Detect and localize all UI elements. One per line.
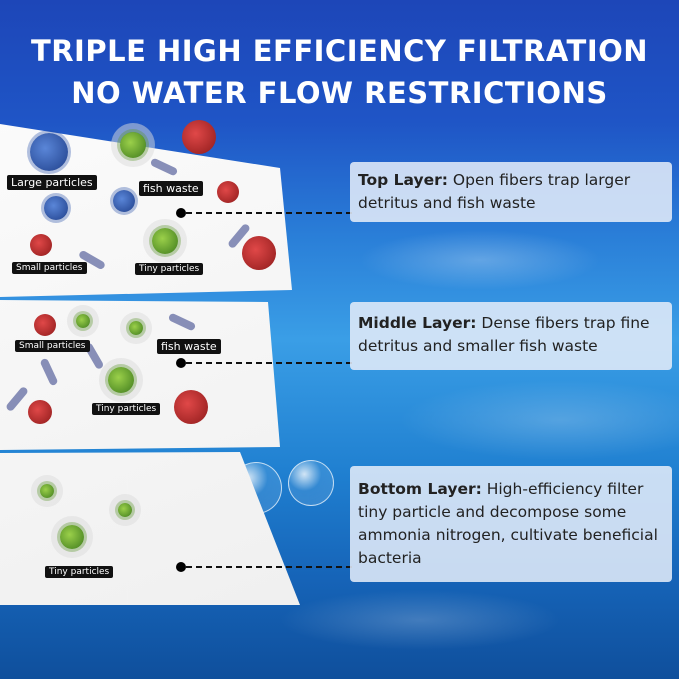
headline-line-1: TRIPLE HIGH EFFICIENCY FILTRATION — [30, 34, 649, 68]
small-particle — [217, 181, 239, 203]
label-tiny-particles: Tiny particles — [135, 263, 204, 275]
label-tiny-particles: Tiny particles — [92, 403, 161, 415]
tiny-particle — [76, 314, 90, 328]
layer-description: Dense fibers trap fine detritus and smal… — [358, 314, 650, 355]
tiny-particle — [60, 525, 84, 549]
small-particle — [28, 400, 52, 424]
headline: TRIPLE HIGH EFFICIENCY FILTRATION NO WAT… — [0, 30, 679, 114]
pointer-dot — [176, 208, 186, 218]
label-fish-waste: fish waste — [157, 339, 221, 354]
small-particle — [34, 314, 56, 336]
tiny-particle — [108, 367, 134, 393]
small-particle — [182, 120, 216, 154]
pointer-line — [186, 362, 352, 364]
pointer-dot — [176, 358, 186, 368]
label-large-particles: Large particles — [7, 175, 97, 190]
layer-description: High-efficiency filter tiny particle and… — [358, 480, 658, 567]
bottom-layer-callout: Bottom Layer: High-efficiency filter tin… — [350, 466, 672, 582]
pointer-line — [186, 212, 352, 214]
layer-description: Open fibers trap larger detritus and fis… — [358, 171, 631, 212]
middle-layer-callout: Middle Layer: Dense fibers trap fine det… — [350, 302, 672, 370]
small-particle — [30, 234, 52, 256]
tiny-particle — [152, 228, 178, 254]
label-small-particles: Small particles — [15, 340, 90, 352]
top-layer-callout: Top Layer: Open fibers trap larger detri… — [350, 162, 672, 222]
pointer-dot — [176, 562, 186, 572]
label-fish-waste: fish waste — [139, 181, 203, 196]
bubble — [288, 460, 334, 506]
small-particle — [174, 390, 208, 424]
tiny-particle — [118, 503, 132, 517]
tiny-particle — [129, 321, 143, 335]
label-tiny-particles: Tiny particles — [45, 566, 114, 578]
layer-name: Bottom Layer: — [358, 480, 482, 498]
tiny-particle — [40, 484, 54, 498]
small-particle — [242, 236, 276, 270]
large-particle — [44, 196, 68, 220]
layer-name: Middle Layer: — [358, 314, 477, 332]
layer-name: Top Layer: — [358, 171, 448, 189]
headline-line-2: NO WATER FLOW RESTRICTIONS — [71, 76, 608, 110]
label-small-particles: Small particles — [12, 262, 87, 274]
large-particle — [113, 190, 135, 212]
tiny-particle — [120, 132, 146, 158]
pointer-line — [186, 566, 352, 568]
large-particle — [30, 133, 68, 171]
